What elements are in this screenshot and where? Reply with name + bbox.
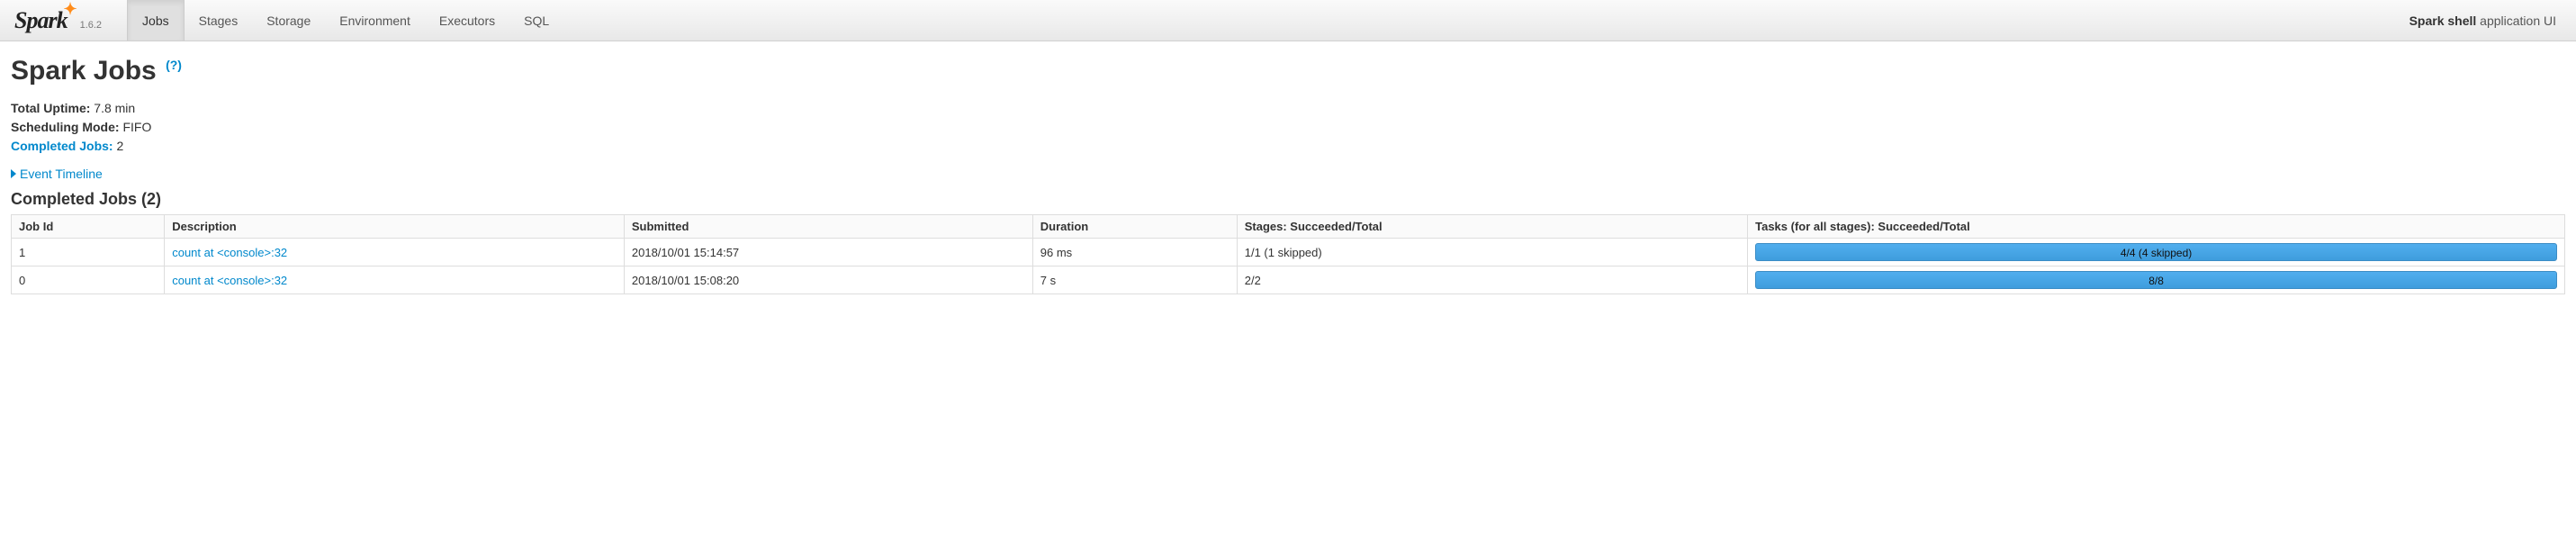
spark-star-icon: ✦ [63, 0, 76, 19]
cell-submitted: 2018/10/01 15:08:20 [624, 266, 1032, 294]
tab-jobs[interactable]: Jobs [127, 0, 185, 41]
cell-description: count at <console>:32 [165, 239, 625, 266]
page-title-text: Spark Jobs [11, 56, 157, 86]
sched-value: FIFO [120, 120, 152, 134]
sched-label: Scheduling Mode: [11, 120, 120, 134]
completed-jobs-link[interactable]: Completed Jobs: [11, 139, 113, 153]
app-title-rest: application UI [2476, 14, 2556, 28]
job-description-link[interactable]: count at <console>:32 [172, 274, 287, 287]
col-description[interactable]: Description [165, 215, 625, 239]
event-timeline-label: Event Timeline [20, 167, 103, 181]
cell-job-id: 0 [12, 266, 165, 294]
summary-uptime: Total Uptime: 7.8 min [11, 99, 2565, 118]
col-stages[interactable]: Stages: Succeeded/Total [1237, 215, 1747, 239]
col-tasks[interactable]: Tasks (for all stages): Succeeded/Total [1748, 215, 2565, 239]
tab-storage[interactable]: Storage [252, 0, 325, 41]
summary-scheduling: Scheduling Mode: FIFO [11, 118, 2565, 137]
summary-completed: Completed Jobs: 2 [11, 137, 2565, 156]
tasks-progress-bar: 8/8 [1755, 271, 2557, 289]
logo-block[interactable]: Spark ✦ 1.6.2 [11, 7, 111, 34]
cell-tasks: 8/8 [1748, 266, 2565, 294]
completed-jobs-table: Job Id Description Submitted Duration St… [11, 214, 2565, 294]
job-description-link[interactable]: count at <console>:32 [172, 246, 287, 259]
col-job-id[interactable]: Job Id [12, 215, 165, 239]
cell-tasks: 4/4 (4 skipped) [1748, 239, 2565, 266]
cell-description: count at <console>:32 [165, 266, 625, 294]
spark-logo: Spark ✦ [14, 7, 68, 34]
cell-submitted: 2018/10/01 15:14:57 [624, 239, 1032, 266]
help-icon[interactable]: (?) [166, 58, 182, 72]
cell-stages: 1/1 (1 skipped) [1237, 239, 1747, 266]
event-timeline-toggle[interactable]: Event Timeline [11, 167, 2565, 181]
cell-duration: 96 ms [1032, 239, 1237, 266]
completed-jobs-heading: Completed Jobs (2) [11, 190, 2565, 209]
col-submitted[interactable]: Submitted [624, 215, 1032, 239]
table-row: 1 count at <console>:32 2018/10/01 15:14… [12, 239, 2565, 266]
table-header-row: Job Id Description Submitted Duration St… [12, 215, 2565, 239]
tab-sql[interactable]: SQL [509, 0, 563, 41]
nav-tabs: Jobs Stages Storage Environment Executor… [127, 0, 563, 41]
tab-environment[interactable]: Environment [325, 0, 425, 41]
content: Spark Jobs (?) Total Uptime: 7.8 min Sch… [0, 41, 2576, 309]
tasks-progress-bar: 4/4 (4 skipped) [1755, 243, 2557, 261]
uptime-label: Total Uptime: [11, 101, 90, 115]
uptime-value: 7.8 min [90, 101, 135, 115]
table-row: 0 count at <console>:32 2018/10/01 15:08… [12, 266, 2565, 294]
cell-duration: 7 s [1032, 266, 1237, 294]
completed-count: 2 [113, 139, 124, 153]
navbar: Spark ✦ 1.6.2 Jobs Stages Storage Enviro… [0, 0, 2576, 41]
app-title: Spark shell application UI [2409, 14, 2565, 28]
col-duration[interactable]: Duration [1032, 215, 1237, 239]
tab-stages[interactable]: Stages [185, 0, 253, 41]
caret-right-icon [11, 169, 16, 178]
tab-executors[interactable]: Executors [425, 0, 509, 41]
page-title: Spark Jobs (?) [11, 56, 2565, 86]
cell-job-id: 1 [12, 239, 165, 266]
version-label: 1.6.2 [80, 20, 102, 31]
cell-stages: 2/2 [1237, 266, 1747, 294]
app-title-bold: Spark shell [2409, 14, 2477, 28]
summary-list: Total Uptime: 7.8 min Scheduling Mode: F… [11, 99, 2565, 156]
logo-text: Spark [14, 7, 68, 33]
